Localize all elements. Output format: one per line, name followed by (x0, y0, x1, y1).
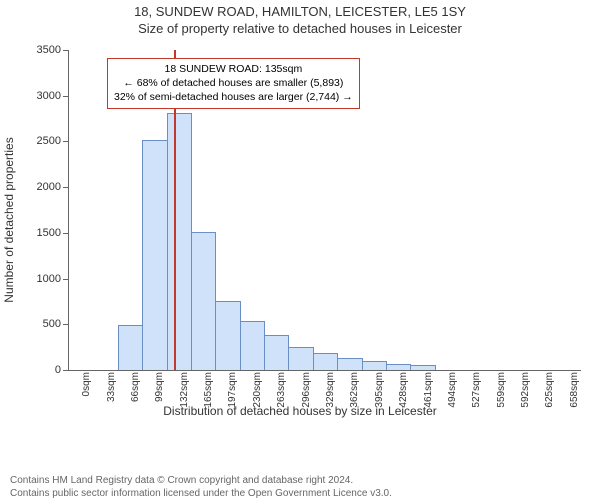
histogram-plot: 05001000150020002500300035000sqm33sqm66s… (68, 50, 581, 371)
histogram-bar (288, 347, 313, 370)
y-tick (63, 233, 69, 234)
y-tick (63, 370, 69, 371)
callout-line: 32% of semi-detached houses are larger (… (114, 90, 353, 104)
y-tick-label: 1500 (21, 227, 61, 239)
callout-line: ← 68% of detached houses are smaller (5,… (114, 76, 353, 90)
histogram-bar (264, 335, 289, 370)
callout-line: 18 SUNDEW ROAD: 135sqm (114, 62, 353, 76)
y-tick (63, 141, 69, 142)
y-tick-label: 500 (21, 318, 61, 330)
footer-attribution: Contains HM Land Registry data © Crown c… (10, 474, 392, 500)
y-tick (63, 96, 69, 97)
histogram-bar (167, 113, 192, 370)
footer-line1: Contains HM Land Registry data © Crown c… (10, 474, 392, 487)
y-tick (63, 50, 69, 51)
histogram-bar (215, 301, 240, 370)
y-tick-label: 3000 (21, 90, 61, 102)
histogram-bar (362, 361, 387, 370)
page-title-line2: Size of property relative to detached ho… (0, 21, 600, 36)
histogram-bar (240, 321, 265, 370)
y-tick (63, 187, 69, 188)
y-tick-label: 2500 (21, 135, 61, 147)
y-tick-label: 3500 (21, 44, 61, 56)
y-tick (63, 279, 69, 280)
histogram-bar (191, 232, 216, 370)
chart-container: Number of detached properties 0500100015… (10, 40, 590, 420)
y-tick-label: 2000 (21, 181, 61, 193)
histogram-bar (410, 365, 435, 370)
histogram-bar (337, 358, 362, 370)
histogram-bar (118, 325, 143, 370)
histogram-bar (386, 364, 411, 370)
y-tick-label: 1000 (21, 273, 61, 285)
page-title-line1: 18, SUNDEW ROAD, HAMILTON, LEICESTER, LE… (0, 4, 600, 19)
y-axis-label: Number of detached properties (2, 70, 16, 370)
property-callout: 18 SUNDEW ROAD: 135sqm← 68% of detached … (107, 58, 360, 109)
y-tick (63, 324, 69, 325)
histogram-bar (313, 353, 338, 370)
x-axis-label: Distribution of detached houses by size … (10, 404, 590, 418)
footer-line2: Contains public sector information licen… (10, 487, 392, 500)
y-tick-label: 0 (21, 364, 61, 376)
histogram-bar (142, 140, 167, 370)
